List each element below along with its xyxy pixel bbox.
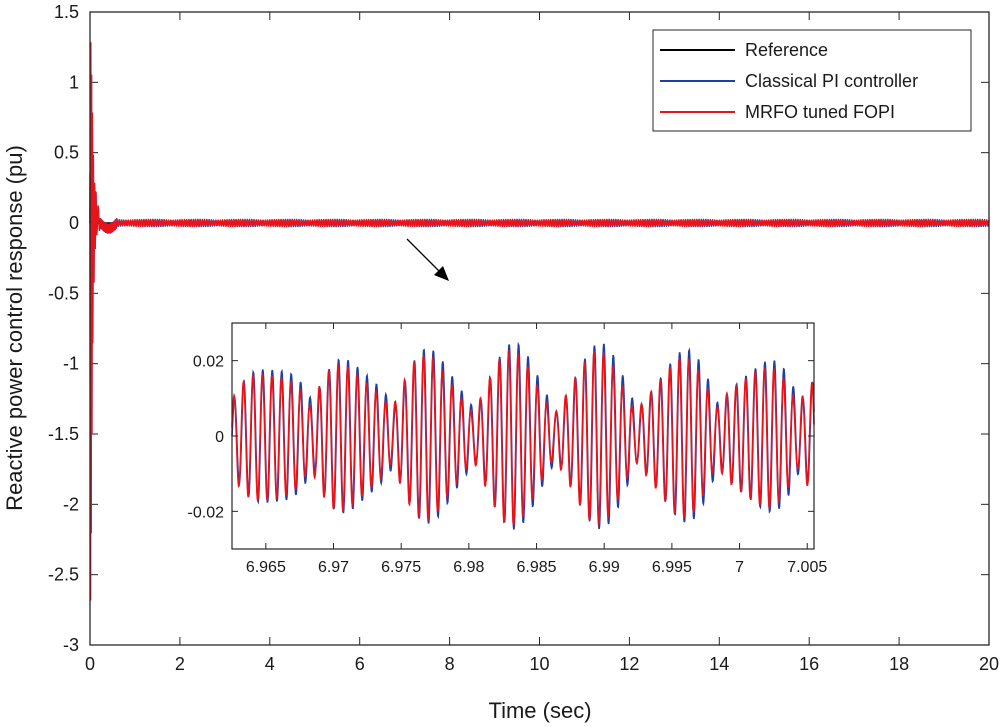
inset-plot: 6.965 6.97 6.975 6.98 6.985 6.99 6.995 7 7.005 0.… [188,322,827,576]
y-tick-label: -2.5 [48,565,79,585]
inset-series [231,341,815,530]
arrow-shaft [406,238,442,274]
inset-axis-ticks: 6.965 6.97 6.975 6.98 6.985 6.99 6.995 7 7.005 0.… [188,323,827,576]
legend-entry-reference: Reference [660,40,828,60]
inset-x-tick-label: 6.975 [381,559,421,576]
x-tick-label: 10 [529,654,549,674]
inset-y-tick-label: 0.02 [193,354,224,371]
inset-x-tick-label: 7.005 [787,559,827,576]
y-axis-label: Reactive power control response (pu) [2,145,27,511]
x-tick-label: 2 [175,654,185,674]
inset-x-tick-label: 7 [735,559,744,576]
main-series [89,42,990,601]
legend-entry-mrfo-fopi: MRFO tuned FOPI [660,102,895,122]
x-tick-label: 0 [85,654,95,674]
x-tick-label: 6 [355,654,365,674]
inset-y-tick-label: 0 [215,429,224,446]
inset-x-tick-label: 6.995 [652,559,692,576]
inset-y-tick-label: -0.02 [188,504,225,521]
main-axis-ticks: 0 2 4 6 8 10 12 14 16 18 20 1.5 1 0.5 0 -0.5 -1 -1.5 -2 -2.… [48,2,999,674]
x-tick-label: 4 [265,654,275,674]
legend-label-reference: Reference [745,40,828,60]
y-tick-label: -1.5 [48,424,79,444]
inset-plot-frame [231,322,815,550]
inset-x-tick-label: 6.965 [246,559,286,576]
y-tick-label: 0.5 [54,143,79,163]
x-tick-label: 16 [799,654,819,674]
inset-series-classical-pi-line [231,341,815,530]
arrow-head [434,266,449,281]
y-tick-label: 1 [69,72,79,92]
inset-x-tick-label: 6.985 [517,559,557,576]
inset-x-tick-label: 6.98 [453,559,484,576]
x-tick-label: 14 [709,654,729,674]
legend: Reference Classical PI controller MRFO t… [652,29,972,132]
legend-label-mrfo-fopi: MRFO tuned FOPI [745,102,895,122]
y-tick-label: -1 [63,354,79,374]
series-mrfo-fopi-line [89,42,990,601]
x-tick-label: 12 [619,654,639,674]
x-axis-label: Time (sec) [488,698,591,723]
y-tick-label: 0 [69,213,79,233]
inset-x-tick-label: 6.97 [318,559,349,576]
inset-x-tick-label: 6.99 [589,559,620,576]
x-tick-label: 18 [889,654,909,674]
x-tick-label: 8 [445,654,455,674]
inset-series-mrfo-fopi-line [231,350,815,526]
legend-label-classical-pi: Classical PI controller [745,71,918,91]
y-tick-label: -2 [63,494,79,514]
x-tick-label: 20 [979,654,999,674]
annotation-arrow [406,238,449,281]
legend-entry-classical-pi: Classical PI controller [660,71,918,91]
y-tick-label: -0.5 [48,283,79,303]
main-plot-frame [89,11,990,646]
y-tick-label: -3 [63,635,79,655]
y-tick-label: 1.5 [54,2,79,22]
